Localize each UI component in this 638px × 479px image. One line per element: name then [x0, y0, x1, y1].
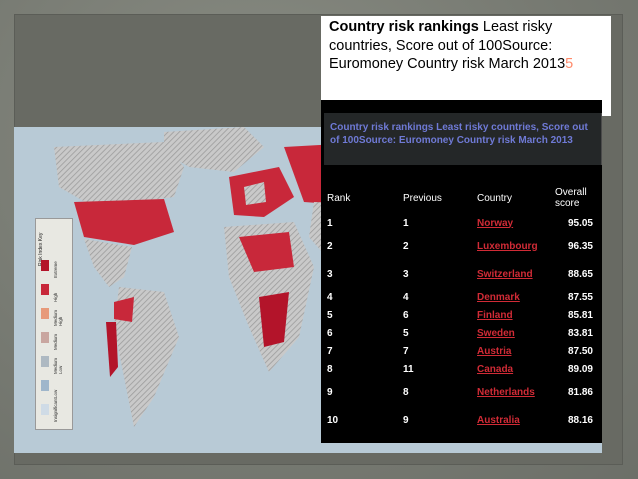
table-row: 7 7 Austria 87.50: [325, 342, 597, 360]
country-cell: Austria: [475, 342, 549, 360]
table-row: 6 5 Sweden 83.81: [325, 324, 597, 342]
title-box: [321, 16, 611, 116]
country-cell: Netherlands: [475, 378, 549, 406]
rank-cell: 1: [327, 217, 333, 229]
legend-label: Insignificant: [53, 398, 58, 422]
score-cell: 87.55: [567, 291, 593, 303]
country-link[interactable]: Austria: [477, 345, 512, 357]
country-cell: Denmark: [475, 288, 549, 306]
country-link[interactable]: Luxembourg: [477, 240, 538, 252]
previous-cell: 2: [403, 240, 409, 252]
country-link[interactable]: Denmark: [477, 291, 520, 303]
rank-cell: 5: [327, 309, 333, 321]
panel-caption: Country risk rankings Least risky countr…: [330, 122, 588, 146]
header-country: Country: [477, 192, 513, 204]
score-cell: 96.35: [567, 240, 593, 252]
country-cell: Canada: [475, 360, 549, 378]
table-row: 5 6 Finland 85.81: [325, 306, 597, 324]
score-cell: 95.05: [567, 217, 593, 229]
legend-label: Medium Low: [53, 357, 63, 374]
country-cell: Finland: [475, 306, 549, 324]
country-cell: Australia: [475, 406, 549, 434]
table-row: 8 11 Canada 89.09: [325, 360, 597, 378]
previous-cell: 4: [403, 291, 409, 303]
legend-swatch: [41, 404, 49, 415]
country-link[interactable]: Switzerland: [477, 268, 533, 280]
previous-cell: 7: [403, 345, 409, 357]
rank-cell: 6: [327, 327, 333, 339]
table-row: 3 3 Switzerland 88.65: [325, 260, 597, 288]
header-rank: Rank: [327, 192, 351, 204]
score-cell: 87.50: [567, 345, 593, 357]
rank-cell: 7: [327, 345, 333, 357]
country-link[interactable]: Finland: [477, 309, 513, 321]
title-bold: Country risk rankings: [329, 19, 479, 35]
header-previous: Previous: [403, 192, 442, 204]
previous-cell: 6: [403, 309, 409, 321]
table-row: 10 9 Australia 88.16: [325, 406, 597, 434]
country-cell: Switzerland: [475, 260, 549, 288]
header-score: Overall score: [555, 187, 587, 209]
legend-label: Extreme: [53, 261, 58, 278]
rank-cell: 2: [327, 240, 333, 252]
panel-header: [324, 113, 602, 165]
title-tail: 5: [565, 56, 574, 73]
score-cell: 88.16: [567, 414, 593, 426]
previous-cell: 1: [403, 217, 409, 229]
legend-label: Medium: [53, 333, 58, 350]
previous-cell: 9: [403, 414, 409, 426]
previous-cell: 8: [403, 386, 409, 398]
rank-cell: 4: [327, 291, 333, 303]
country-link[interactable]: Netherlands: [477, 386, 535, 398]
legend-swatch: [41, 284, 49, 295]
risk-index-key: [35, 218, 73, 430]
country-link[interactable]: Australia: [477, 414, 520, 426]
country-cell: Norway: [475, 214, 549, 232]
legend-label: Low: [53, 389, 58, 398]
rank-cell: 8: [327, 363, 333, 375]
risk-table: Rank Previous Country Overall score 1 1 No…: [325, 182, 597, 434]
country-link[interactable]: Canada: [477, 363, 514, 375]
table-row: 9 8 Netherlands 81.86: [325, 378, 597, 406]
legend-swatch: [41, 356, 49, 367]
table-row: 1 1 Norway 95.05: [325, 214, 597, 232]
score-cell: 89.09: [567, 363, 593, 375]
table-row: 2 2 Luxembourg 96.35: [325, 232, 597, 260]
table-header-row: Rank Previous Country Overall score: [325, 182, 597, 214]
rank-cell: 3: [327, 268, 333, 280]
rank-cell: 10: [327, 414, 339, 426]
score-cell: 81.86: [567, 386, 593, 398]
country-link[interactable]: Sweden: [477, 327, 515, 339]
score-cell: 88.65: [567, 268, 593, 280]
score-cell: 85.81: [567, 309, 593, 321]
country-cell: Sweden: [475, 324, 549, 342]
previous-cell: 11: [403, 363, 414, 375]
legend-swatch: [41, 260, 49, 271]
legend-swatch: [41, 332, 49, 343]
title-rest: Least risky countries, Score out of 100S…: [329, 19, 566, 73]
legend-swatch: [41, 308, 49, 319]
country-cell: Luxembourg: [475, 232, 549, 260]
legend-label: High: [53, 292, 58, 302]
previous-cell: 3: [403, 268, 409, 280]
country-link[interactable]: Norway: [477, 217, 514, 229]
rank-cell: 9: [327, 386, 333, 398]
score-cell: 83.81: [567, 327, 593, 339]
previous-cell: 5: [403, 327, 409, 339]
legend-label: Medium High: [53, 309, 63, 326]
legend-swatch: [41, 380, 49, 391]
slide-title: Country risk rankings Least risky countr…: [329, 18, 607, 74]
table-row: 4 4 Denmark 87.55: [325, 288, 597, 306]
